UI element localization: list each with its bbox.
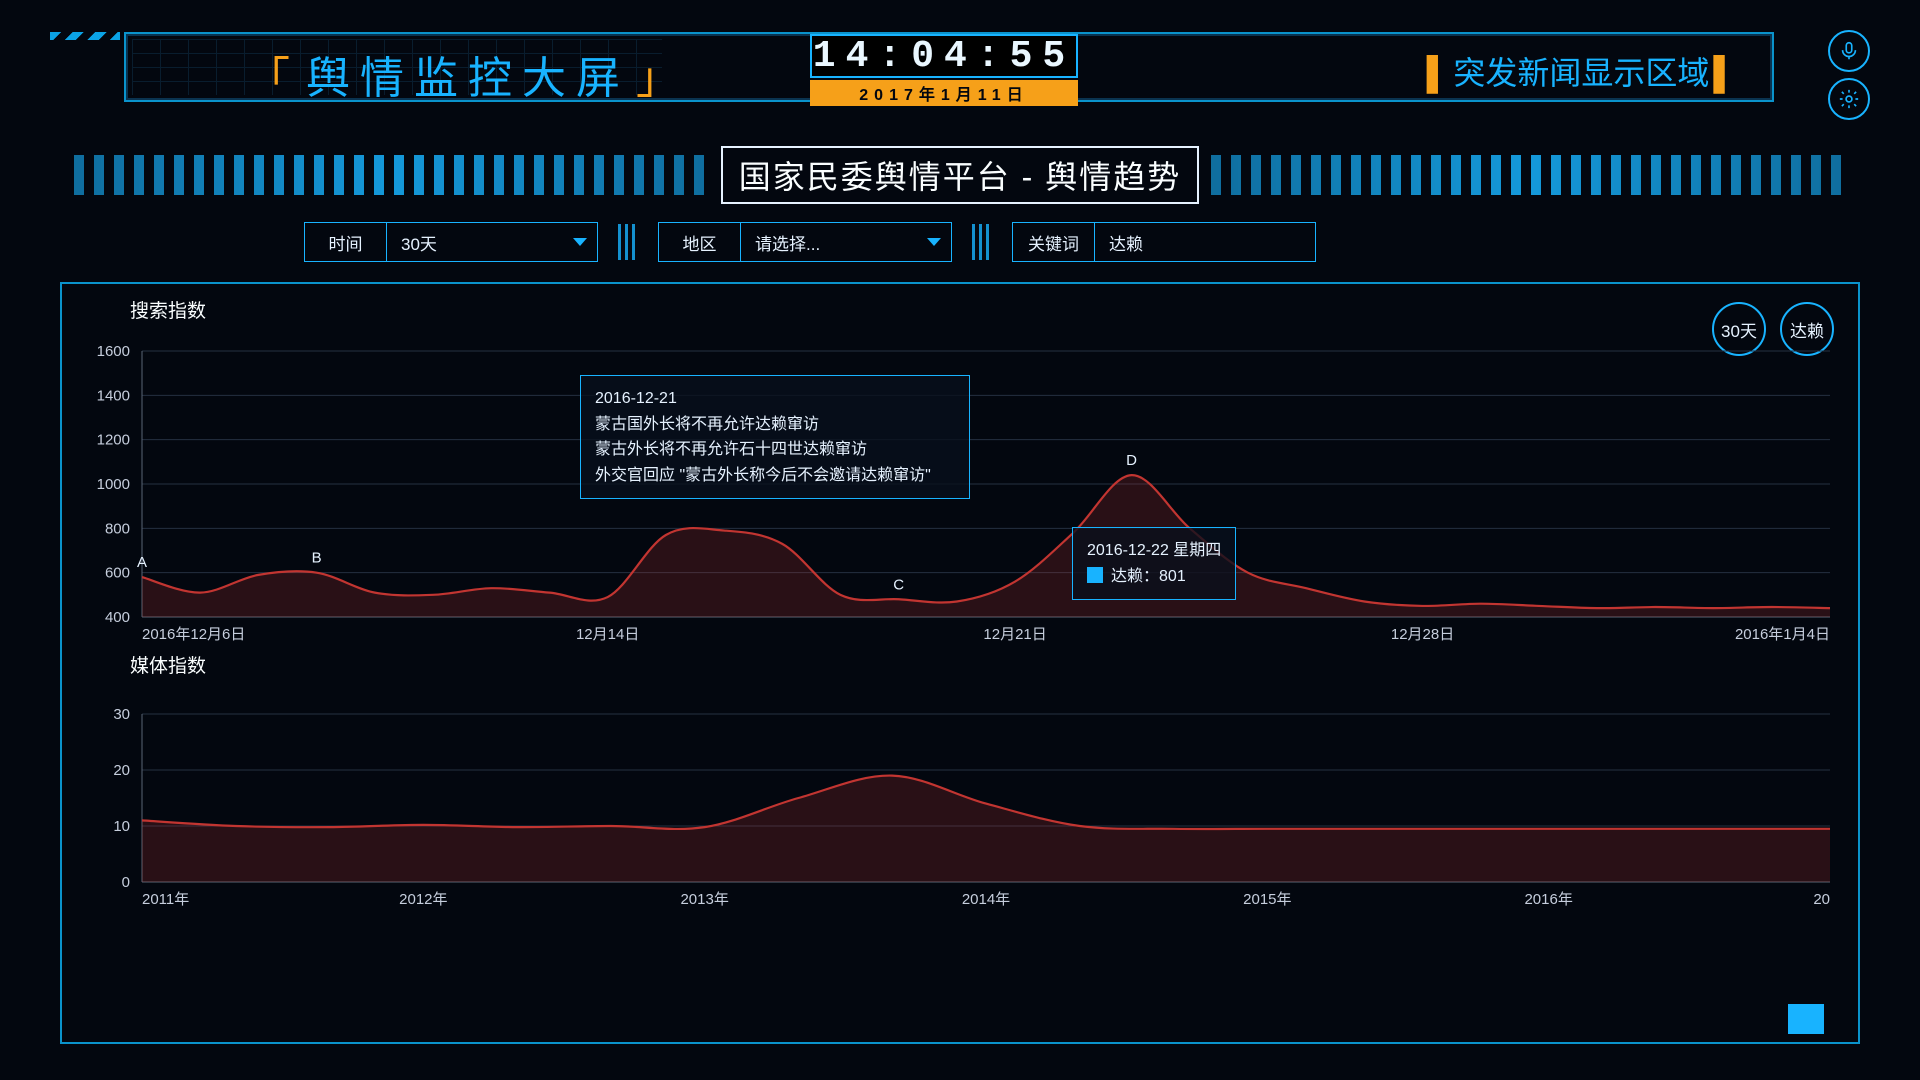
- header: 「舆情监控大屏」 14:04:55 2017年1月11日 ▌突发新闻显示区域▌: [50, 18, 1870, 106]
- filters: 时间 30天 地区 请选择... 关键词 达赖: [304, 222, 1584, 262]
- svg-text:400: 400: [105, 609, 130, 626]
- media-index-chart[interactable]: 0 10 20 30 2011年 2012年 2013年 2014年 2015年 2016年 20: [80, 706, 1840, 912]
- gear-icon: [1838, 88, 1860, 110]
- header-accent: [50, 32, 120, 40]
- tooltip-line: 蒙古外长将不再允许石十四世达赖窜访: [595, 437, 955, 463]
- bracket-left-icon: 「: [246, 54, 300, 103]
- breaking-news-area: ▌突发新闻显示区域▌: [1423, 48, 1740, 94]
- svg-text:D: D: [1126, 452, 1137, 469]
- section-title: 国家民委舆情平台 - 舆情趋势: [721, 146, 1199, 204]
- filter-time-value: 30天: [401, 230, 437, 255]
- svg-text:2016年1月4日: 2016年1月4日: [1735, 626, 1830, 643]
- filter-time: 时间 30天: [304, 222, 598, 262]
- search-index-chart[interactable]: 400 600 800 1000 1200 1400 1600 2016年12月6日 12月14…: [80, 333, 1840, 647]
- caret-down-icon: [573, 238, 587, 246]
- page-title-text: 舆情监控大屏: [306, 54, 630, 103]
- chart1-news-tooltip: 2016-12-21 蒙古国外长将不再允许达赖窜访 蒙古外长将不再允许石十四世达…: [580, 375, 970, 499]
- filter-region-label: 地区: [659, 223, 741, 261]
- svg-text:2015年: 2015年: [1243, 891, 1291, 908]
- svg-text:2014年: 2014年: [962, 891, 1010, 908]
- svg-text:C: C: [893, 576, 904, 593]
- tooltip-line: 蒙古国外长将不再允许达赖窜访: [595, 412, 955, 438]
- barcode-left: [74, 155, 709, 195]
- chart1-title: 搜索指数: [130, 296, 1840, 323]
- page-title: 「舆情监控大屏」: [240, 42, 696, 106]
- svg-text:2011年: 2011年: [142, 891, 189, 908]
- filter-keyword-value: 达赖: [1109, 230, 1143, 255]
- tooltip-date: 2016-12-21: [595, 386, 955, 412]
- svg-text:1400: 1400: [97, 387, 130, 404]
- svg-text:1600: 1600: [97, 343, 130, 360]
- svg-text:2012年: 2012年: [399, 891, 447, 908]
- barcode-right: [1211, 155, 1846, 195]
- series-color-icon: [1087, 567, 1103, 583]
- svg-text:30: 30: [113, 706, 130, 723]
- bracket-left-icon: ▌: [1427, 55, 1450, 91]
- bracket-right-icon: ▌: [1713, 55, 1736, 91]
- tooltip-series-row: 达赖：801: [1087, 564, 1221, 590]
- svg-text:20: 20: [1813, 891, 1830, 908]
- filter-separator: [618, 224, 638, 260]
- chart-panel: 30天 达赖 搜索指数 4006008001000120014001600201…: [60, 282, 1860, 1044]
- svg-text:1200: 1200: [97, 432, 130, 449]
- filter-time-select[interactable]: 30天: [387, 223, 597, 261]
- tooltip-value: 801: [1159, 568, 1186, 585]
- tooltip-header: 2016-12-22 星期四: [1087, 538, 1221, 564]
- svg-text:12月14日: 12月14日: [576, 626, 639, 643]
- section-header: 国家民委舆情平台 - 舆情趋势: [74, 150, 1846, 200]
- svg-text:2013年: 2013年: [680, 891, 728, 908]
- svg-text:1000: 1000: [97, 476, 130, 493]
- svg-text:2016年: 2016年: [1524, 891, 1572, 908]
- filter-region-select[interactable]: 请选择...: [741, 223, 951, 261]
- svg-text:0: 0: [122, 874, 130, 891]
- filter-separator: [972, 224, 992, 260]
- chart2-scrollbar-thumb[interactable]: [1788, 1004, 1824, 1034]
- filter-keyword-label: 关键词: [1013, 223, 1095, 261]
- filter-keyword-select[interactable]: 达赖: [1095, 223, 1315, 261]
- svg-text:800: 800: [105, 520, 130, 537]
- chart1-point-tooltip: 2016-12-22 星期四 达赖：801: [1072, 527, 1236, 600]
- filter-region-value: 请选择...: [755, 230, 820, 255]
- voice-button[interactable]: [1828, 30, 1870, 72]
- svg-text:12月28日: 12月28日: [1391, 626, 1454, 643]
- filter-keyword: 关键词 达赖: [1012, 222, 1316, 262]
- chart2-title: 媒体指数: [130, 651, 1840, 678]
- mic-icon: [1838, 40, 1860, 62]
- svg-text:20: 20: [113, 762, 130, 779]
- filter-region: 地区 请选择...: [658, 222, 952, 262]
- caret-down-icon: [927, 238, 941, 246]
- svg-text:A: A: [137, 554, 147, 571]
- settings-button[interactable]: [1828, 78, 1870, 120]
- tooltip-series-label: 达赖: [1111, 568, 1143, 585]
- svg-text:2016年12月6日: 2016年12月6日: [142, 626, 245, 643]
- bracket-right-icon: 」: [636, 54, 690, 103]
- tooltip-line: 外交官回应 "蒙古外长称今后不会邀请达赖窜访": [595, 463, 955, 489]
- clock: 14:04:55: [810, 34, 1078, 78]
- date: 2017年1月11日: [810, 80, 1078, 106]
- svg-text:10: 10: [113, 818, 130, 835]
- svg-text:600: 600: [105, 565, 130, 582]
- svg-text:B: B: [312, 550, 322, 567]
- breaking-news-label: 突发新闻显示区域: [1453, 55, 1709, 91]
- svg-text:12月21日: 12月21日: [983, 626, 1046, 643]
- filter-time-label: 时间: [305, 223, 387, 261]
